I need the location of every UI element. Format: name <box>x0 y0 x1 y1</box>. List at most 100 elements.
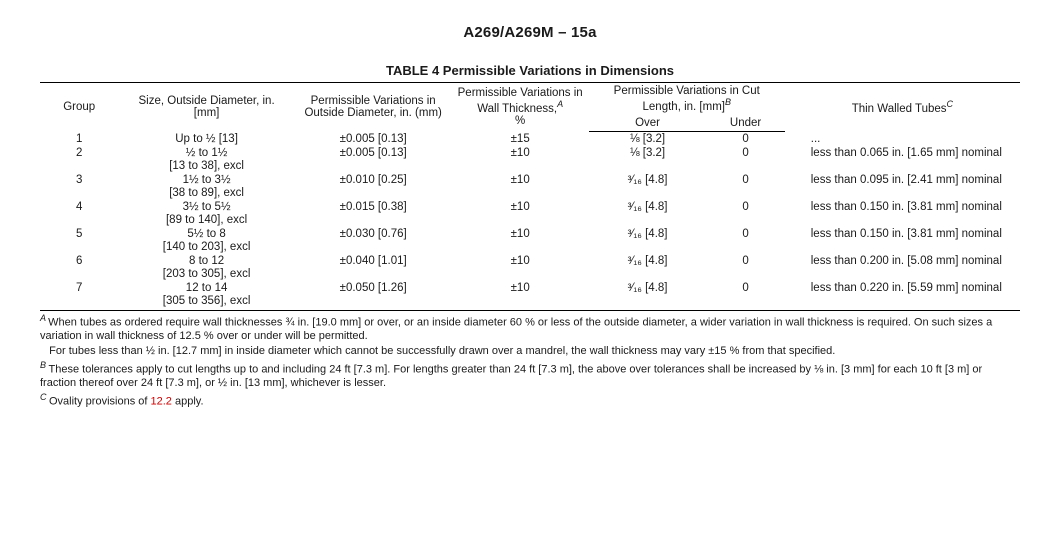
footnote-label-b: B <box>40 360 49 370</box>
cell-size-sub: [140 to 203], excl <box>118 241 294 254</box>
cell-thin-walled: less than 0.220 in. [5.59 mm] nominal <box>785 281 1020 295</box>
cell-empty <box>40 160 118 173</box>
table-row: [140 to 203], excl <box>40 241 1020 254</box>
table-row: 43½ to 5½±0.015 [0.38]±10³⁄₁₆ [4.8]0less… <box>40 200 1020 214</box>
col-header-under: Under <box>706 115 784 132</box>
cell-over: ³⁄₁₆ [4.8] <box>589 281 707 295</box>
table-row: [203 to 305], excl <box>40 268 1020 281</box>
footnote-c-post: apply. <box>172 396 204 408</box>
cell-size: Up to ½ [13] <box>118 131 294 146</box>
cell-size: 1½ to 3½ <box>118 173 294 187</box>
table-title: TABLE 4 Permissible Variations in Dimens… <box>40 63 1020 78</box>
cell-wall: ±10 <box>452 281 589 295</box>
cell-under: 0 <box>706 281 784 295</box>
cell-od-var: ±0.015 [0.38] <box>295 200 452 214</box>
cell-od-var: ±0.010 [0.25] <box>295 173 452 187</box>
cell-under: 0 <box>706 254 784 268</box>
col-header-cut-length: Permissible Variations in Cut Length, in… <box>589 83 785 115</box>
col-header-wall-text: Permissible Variations in Wall Thickness… <box>458 87 583 115</box>
cell-over: ³⁄₁₆ [4.8] <box>589 173 707 187</box>
col-header-thin-sup: C <box>947 99 954 109</box>
table-row: 31½ to 3½±0.010 [0.25]±10³⁄₁₆ [4.8]0less… <box>40 173 1020 187</box>
cell-empty <box>40 187 118 200</box>
document-standard-designation: A269/A269M – 15a <box>40 24 1020 41</box>
footnote-label-a: A <box>40 313 48 323</box>
cell-size: 5½ to 8 <box>118 227 294 241</box>
cell-empty <box>40 241 118 254</box>
cell-od-var: ±0.050 [1.26] <box>295 281 452 295</box>
cell-group: 6 <box>40 254 118 268</box>
cell-group: 3 <box>40 173 118 187</box>
col-header-cut-length-sup: B <box>725 97 731 107</box>
cell-od-var: ±0.040 [1.01] <box>295 254 452 268</box>
cell-group: 2 <box>40 146 118 160</box>
cell-wall: ±10 <box>452 254 589 268</box>
cell-size-sub: [13 to 38], excl <box>118 160 294 173</box>
document-page: A269/A269M – 15a TABLE 4 Permissible Var… <box>0 0 1060 418</box>
col-header-over: Over <box>589 115 707 132</box>
col-header-wall: Permissible Variations in Wall Thickness… <box>452 83 589 132</box>
cell-under: 0 <box>706 200 784 214</box>
cell-empty <box>40 295 118 308</box>
cell-under: 0 <box>706 131 784 146</box>
cell-size-sub: [305 to 356], excl <box>118 295 294 308</box>
cell-group: 1 <box>40 131 118 146</box>
footnote-a-text-2: For tubes less than ½ in. [12.7 mm] in i… <box>49 345 835 357</box>
cell-size-sub: [89 to 140], excl <box>118 214 294 227</box>
footnote-b: B These tolerances apply to cut lengths … <box>40 360 1020 391</box>
cell-group: 7 <box>40 281 118 295</box>
footnote-c-link[interactable]: 12.2 <box>150 396 171 408</box>
footnote-c-pre: Ovality provisions of <box>49 396 150 408</box>
table-row: 55½ to 8±0.030 [0.76]±10³⁄₁₆ [4.8]0less … <box>40 227 1020 241</box>
cell-thin-walled: less than 0.150 in. [3.81 mm] nominal <box>785 227 1020 241</box>
cell-thin-walled: ... <box>785 131 1020 146</box>
col-header-size: Size, Outside Diameter, in. [mm] <box>118 83 294 132</box>
cell-wall: ±10 <box>452 173 589 187</box>
table-row: [13 to 38], excl <box>40 160 1020 173</box>
cell-size-sub: [203 to 305], excl <box>118 268 294 281</box>
table-row: 1Up to ½ [13]±0.005 [0.13]±15⅛ [3.2]0... <box>40 131 1020 146</box>
table-row: 712 to 14±0.050 [1.26]±10³⁄₁₆ [4.8]0less… <box>40 281 1020 295</box>
cell-od-var: ±0.005 [0.13] <box>295 146 452 160</box>
cell-size-sub: [38 to 89], excl <box>118 187 294 200</box>
col-header-thin-text: Thin Walled Tubes <box>852 103 947 115</box>
cell-group: 5 <box>40 227 118 241</box>
cell-under: 0 <box>706 146 784 160</box>
col-header-cut-length-text: Permissible Variations in Cut Length, in… <box>614 85 760 113</box>
cell-wall: ±10 <box>452 200 589 214</box>
table-row: 68 to 12±0.040 [1.01]±10³⁄₁₆ [4.8]0less … <box>40 254 1020 268</box>
footnote-a-1: A When tubes as ordered require wall thi… <box>40 313 1020 344</box>
cell-empty <box>40 214 118 227</box>
cell-under: 0 <box>706 173 784 187</box>
cell-thin-walled: less than 0.065 in. [1.65 mm] nominal <box>785 146 1020 160</box>
cell-over: ³⁄₁₆ [4.8] <box>589 227 707 241</box>
cell-over: ⅛ [3.2] <box>589 146 707 160</box>
col-header-wall-pct: % <box>515 115 525 127</box>
table-wrapper: Group Size, Outside Diameter, in. [mm] P… <box>40 82 1020 308</box>
table-body: 1Up to ½ [13]±0.005 [0.13]±15⅛ [3.2]0...… <box>40 131 1020 308</box>
cell-group: 4 <box>40 200 118 214</box>
table-row: [305 to 356], excl <box>40 295 1020 308</box>
dimensions-table: Group Size, Outside Diameter, in. [mm] P… <box>40 82 1020 308</box>
cell-size: 12 to 14 <box>118 281 294 295</box>
table-row: [38 to 89], excl <box>40 187 1020 200</box>
cell-over: ³⁄₁₆ [4.8] <box>589 254 707 268</box>
col-header-group: Group <box>40 83 118 132</box>
cell-size: ½ to 1½ <box>118 146 294 160</box>
table-row: [89 to 140], excl <box>40 214 1020 227</box>
cell-od-var: ±0.005 [0.13] <box>295 131 452 146</box>
footnotes: A When tubes as ordered require wall thi… <box>40 310 1020 409</box>
cell-thin-walled: less than 0.095 in. [2.41 mm] nominal <box>785 173 1020 187</box>
footnote-a-text-1: When tubes as ordered require wall thick… <box>40 316 992 342</box>
cell-wall: ±10 <box>452 227 589 241</box>
footnote-b-text: These tolerances apply to cut lengths up… <box>40 363 982 389</box>
cell-wall: ±10 <box>452 146 589 160</box>
footnote-a-2: For tubes less than ½ in. [12.7 mm] in i… <box>40 345 1020 359</box>
cell-empty <box>40 268 118 281</box>
col-header-od-var: Permissible Variations in Outside Diamet… <box>295 83 452 132</box>
col-header-thin-walled: Thin Walled TubesC <box>785 83 1020 132</box>
col-header-wall-sup: A <box>557 99 563 109</box>
cell-size: 3½ to 5½ <box>118 200 294 214</box>
footnote-label-c: C <box>40 392 49 402</box>
cell-thin-walled: less than 0.150 in. [3.81 mm] nominal <box>785 200 1020 214</box>
